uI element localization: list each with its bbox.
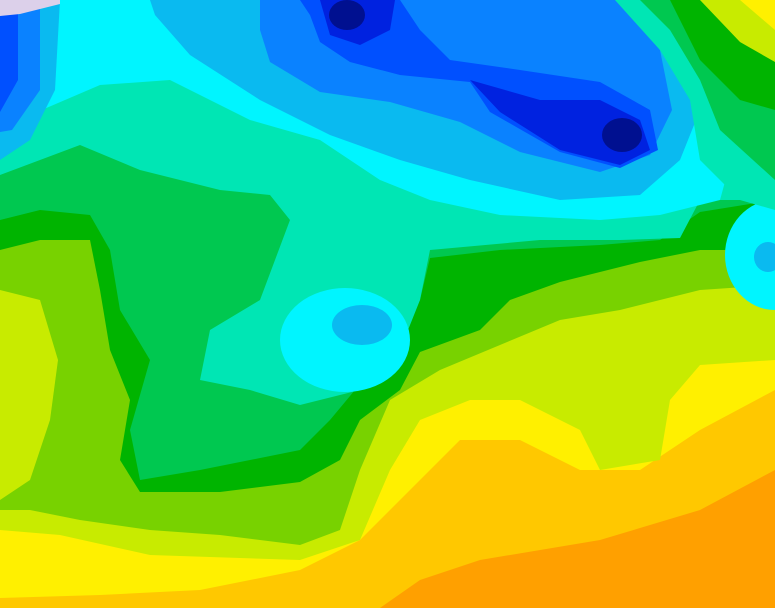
island-light-blue-right [754,242,775,272]
island-cyan-right [725,200,775,310]
island-light-blue-center [332,305,392,345]
corner-lavender-top-left [0,0,60,16]
corner-yellow-top-right [740,0,775,30]
island-yellow-green-left [0,290,58,500]
band-royal-blue-left [0,0,18,112]
corner-yellow-green-top-right [700,0,775,62]
core-navy-b [602,118,642,152]
core-navy-a [329,0,365,30]
